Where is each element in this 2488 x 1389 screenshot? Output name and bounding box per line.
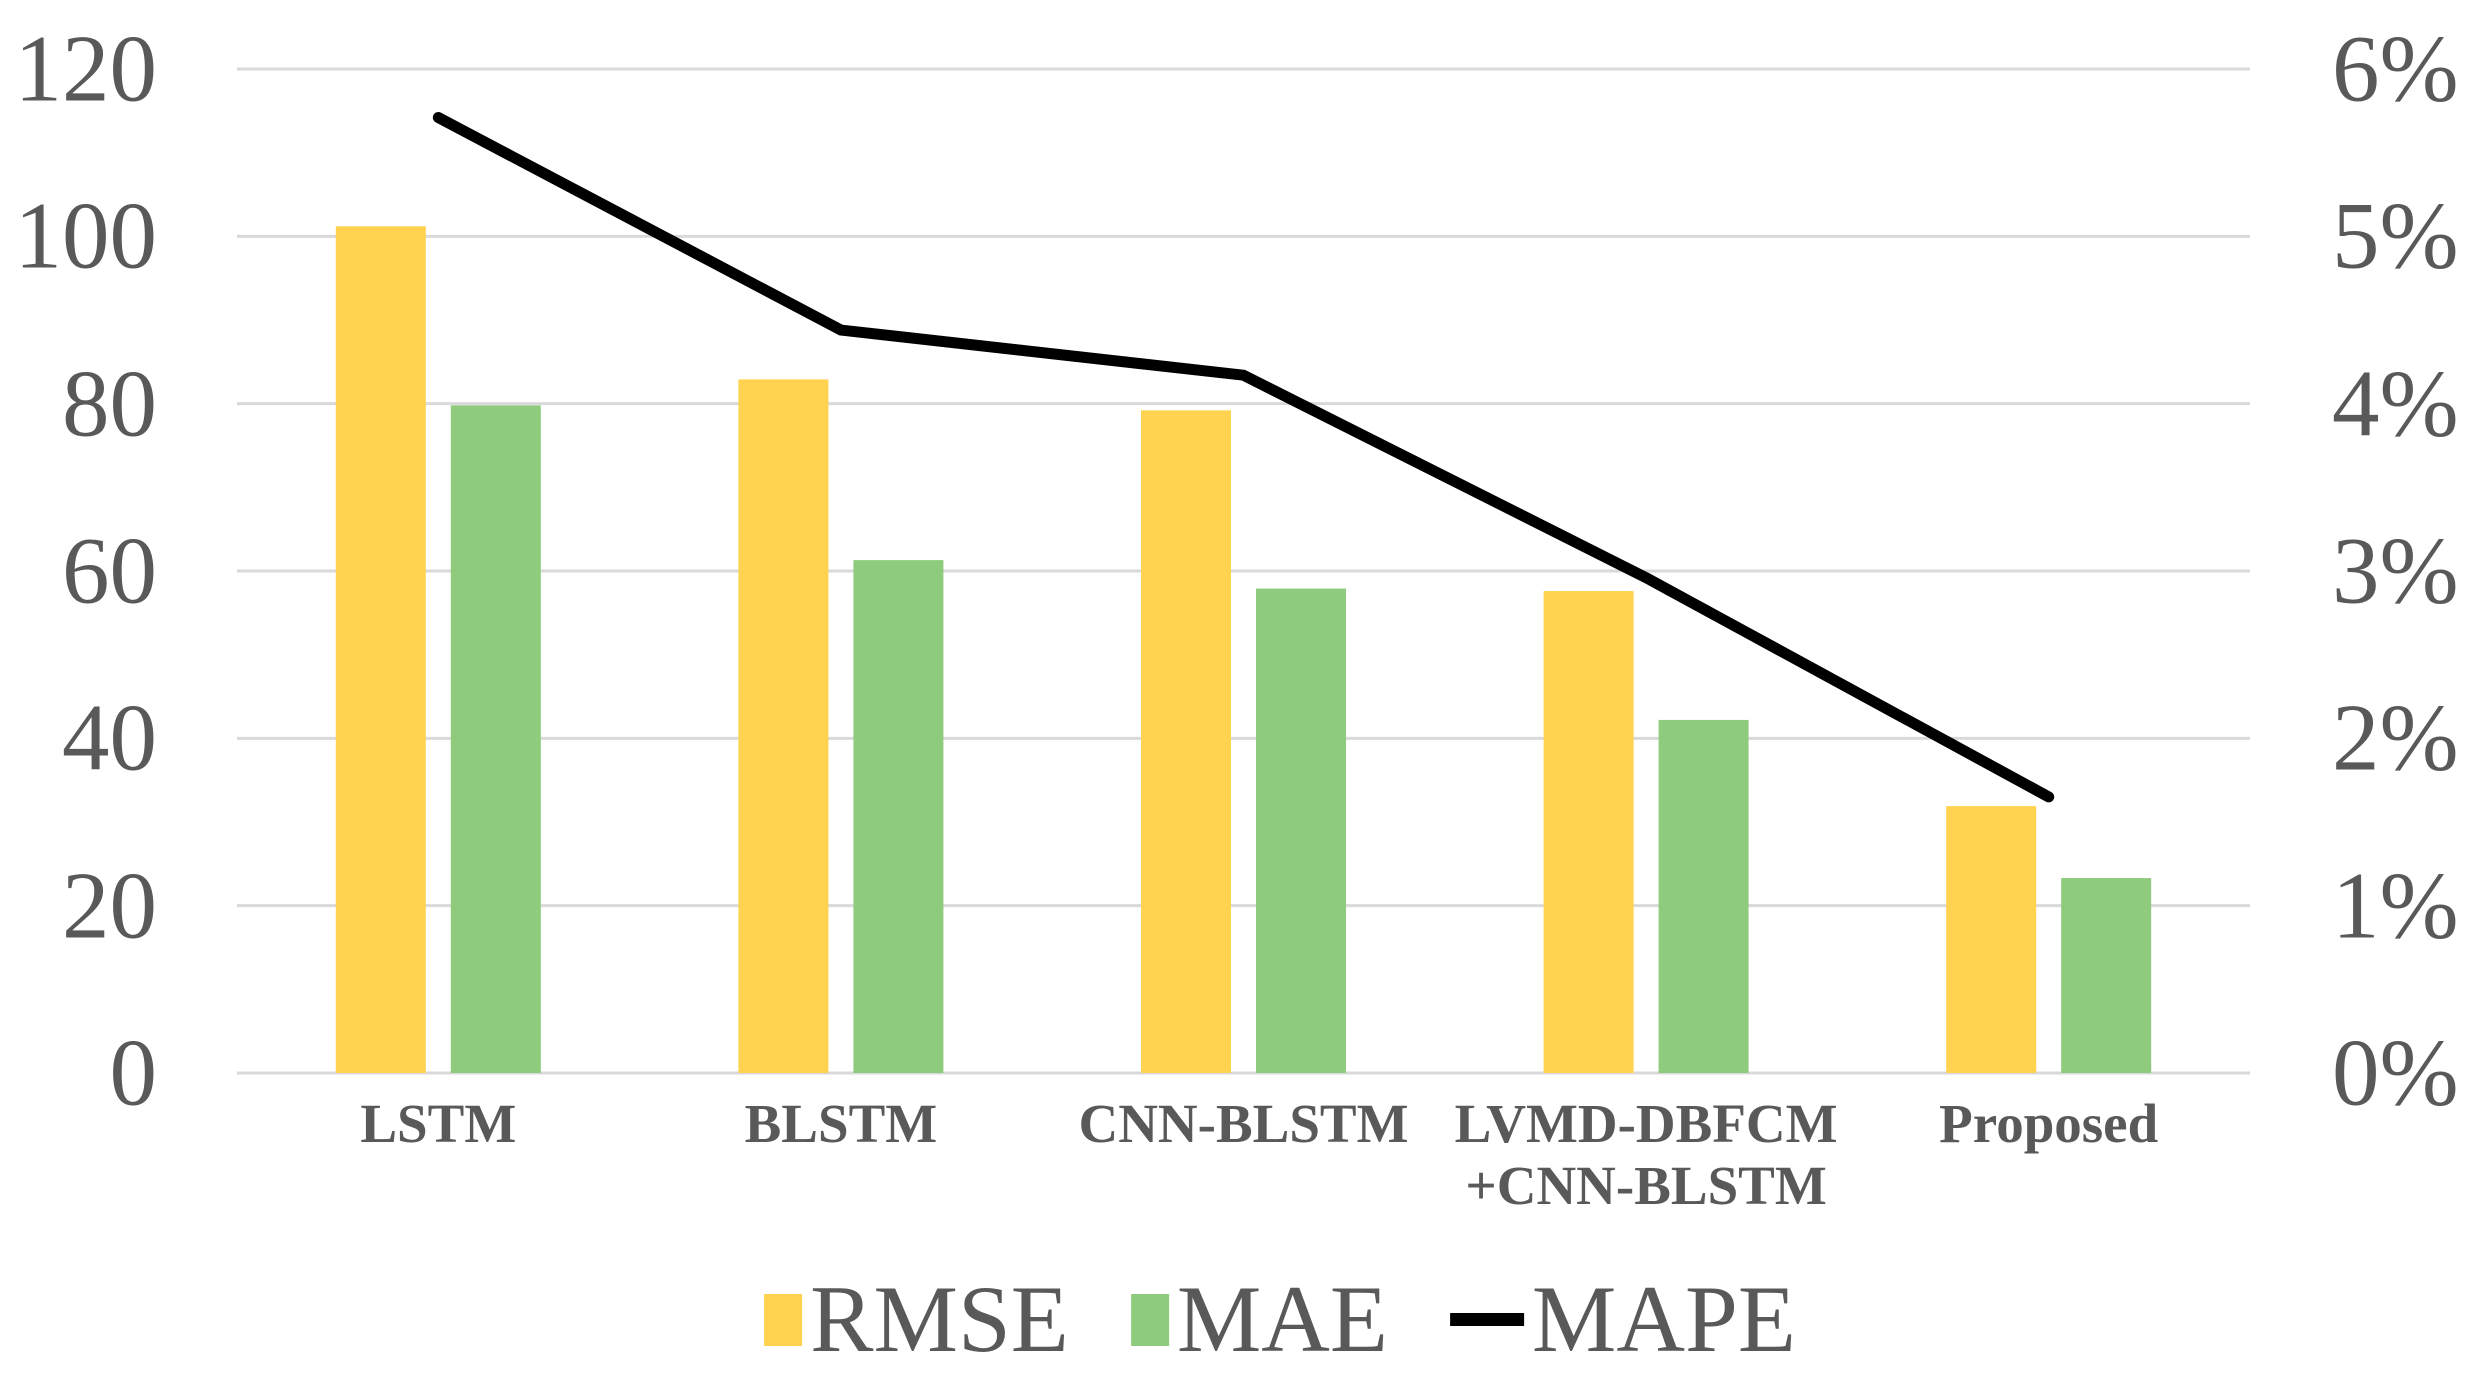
legend-item-mae: MAE xyxy=(1130,1266,1388,1372)
left-axis-tick: 60 xyxy=(62,517,157,624)
category-label-lvmd-dbfcm: LVMD-DBFCM +CNN-BLSTM xyxy=(1454,1093,1838,1216)
legend-label-mae: MAE xyxy=(1176,1266,1388,1372)
left-axis-tick: 20 xyxy=(62,852,157,959)
category-label-cnn-blstm: CNN-BLSTM xyxy=(1078,1093,1409,1154)
right-axis-tick: 2% xyxy=(2332,684,2459,791)
mape-line-swatch-icon xyxy=(1449,1313,1524,1326)
rmse-swatch-icon xyxy=(764,1293,803,1346)
bar-mae-proposed xyxy=(2061,878,2152,1073)
legend-item-mape: MAPE xyxy=(1449,1266,1796,1372)
bar-rmse-blstm xyxy=(738,379,829,1073)
left-axis-tick: 80 xyxy=(62,350,157,457)
right-axis-tick: 0% xyxy=(2332,1019,2459,1126)
legend-label-mape: MAPE xyxy=(1531,1266,1796,1372)
bar-mae-blstm xyxy=(853,560,944,1073)
bar-rmse-lvmd-dbfcm xyxy=(1543,591,1634,1073)
bar-mae-lstm xyxy=(450,405,541,1074)
left-axis-tick: 0 xyxy=(109,1019,158,1126)
bar-mae-lvmd-dbfcm xyxy=(1658,719,1749,1073)
right-axis-tick: 1% xyxy=(2332,852,2459,959)
mape-line xyxy=(432,112,2055,803)
bar-rmse-proposed xyxy=(1946,806,2037,1073)
legend: RMSE MAE MAPE xyxy=(764,1272,1796,1367)
right-axis-tick: 5% xyxy=(2332,182,2459,289)
left-axis-tick: 100 xyxy=(14,182,158,289)
legend-item-rmse: RMSE xyxy=(764,1272,1069,1367)
left-axis-tick: 40 xyxy=(62,684,157,791)
category-label-blstm: BLSTM xyxy=(744,1093,938,1154)
bar-mae-cnn-blstm xyxy=(1256,588,1346,1073)
left-axis-tick: 120 xyxy=(14,15,158,122)
bar-rmse-cnn-blstm xyxy=(1141,410,1231,1073)
bar-rmse-lstm xyxy=(335,226,426,1073)
right-axis-tick: 6% xyxy=(2332,15,2459,122)
legend-label-rmse: RMSE xyxy=(810,1266,1069,1372)
category-label-lstm: LSTM xyxy=(360,1093,517,1154)
category-label-proposed: Proposed xyxy=(1939,1093,2159,1154)
right-axis-tick: 3% xyxy=(2332,517,2459,624)
right-axis-tick: 4% xyxy=(2332,350,2459,457)
mae-swatch-icon xyxy=(1130,1293,1169,1346)
